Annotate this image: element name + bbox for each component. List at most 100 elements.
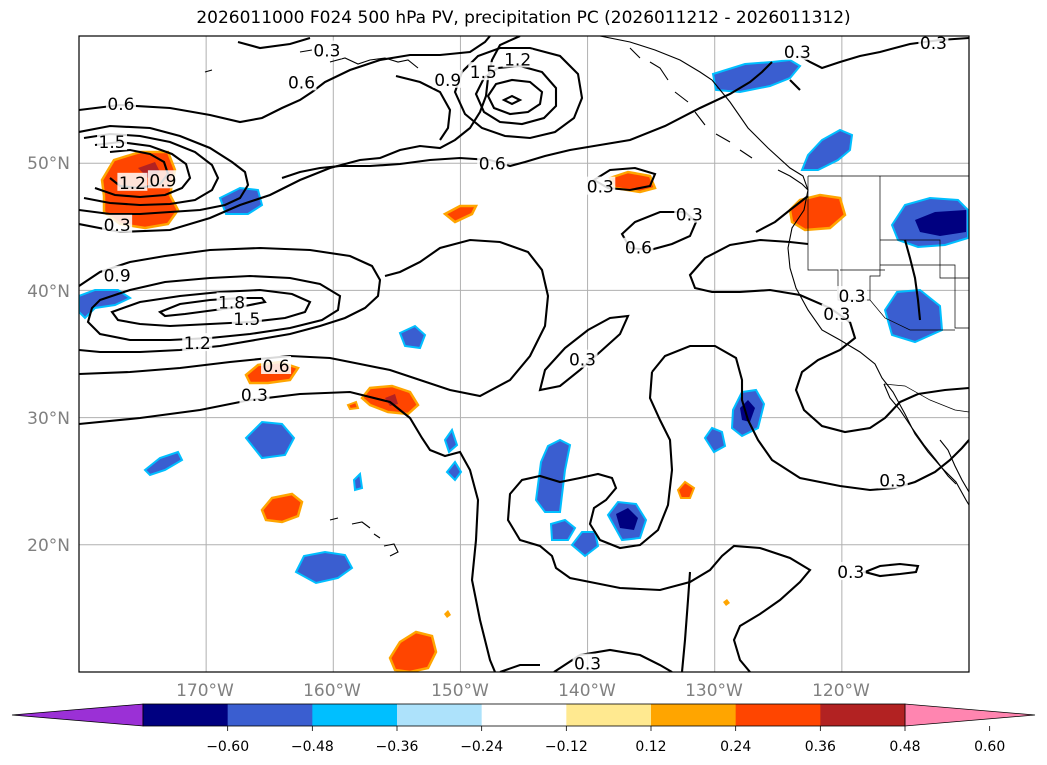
contour-label-background: [261, 355, 292, 374]
contour-label: 0.6: [288, 73, 315, 93]
lon-label: 170°W: [176, 681, 234, 701]
pv-contour: [501, 94, 523, 106]
pv-contour: [86, 274, 342, 342]
precip-area: [346, 400, 360, 411]
pv-contour: [395, 74, 452, 141]
precip-area: [616, 508, 638, 530]
contour-label: 1.2: [119, 174, 146, 194]
colorbar-cell: [312, 704, 398, 726]
lon-label: 160°W: [303, 681, 361, 701]
precip-area: [294, 550, 354, 585]
alaska-panhandle-islands: [629, 47, 753, 159]
contour-label: 0.3: [241, 386, 268, 406]
vancouver-island: [777, 169, 809, 191]
mexico-coast: [939, 439, 969, 493]
contour-label-background: [623, 237, 654, 256]
lon-label: 130°W: [685, 681, 743, 701]
precip-area: [549, 518, 577, 541]
colorbar-cell: [651, 704, 737, 726]
map-plot-area: 0.61.51.2 0.90.30.9 1.51.20.60.30.60.30.91…: [79, 34, 969, 672]
contour-label: 0.6: [625, 239, 652, 259]
contour-label: 0.3: [569, 351, 596, 371]
contour-label: 1.2: [184, 334, 211, 354]
contour-label-background: [147, 170, 178, 189]
contour-label-background: [117, 172, 148, 191]
lat-label: 50°N: [27, 154, 70, 174]
precip-area: [800, 128, 854, 171]
contour-label-background: [239, 385, 270, 404]
contour-label-background: [182, 333, 213, 352]
contour-label: 0.3: [823, 305, 850, 325]
contour-label: 0.6: [107, 95, 134, 115]
colorbar-tick-label: −0.60: [206, 739, 249, 755]
precip-area: [352, 471, 364, 492]
contour-label: 0.3: [879, 471, 906, 491]
north-america-west-coast: [599, 36, 969, 506]
contour-label: 0.6: [479, 155, 506, 175]
contour-label-background: [477, 153, 508, 172]
precip-area: [444, 610, 451, 618]
precip-area: [79, 289, 133, 320]
contour-label: 0.6: [263, 357, 290, 377]
contour-label: 0.9: [434, 71, 461, 91]
coastlines: [204, 36, 969, 557]
lat-label: 30°N: [27, 409, 70, 429]
colorbar-cell: [820, 704, 906, 726]
contour-label: 1.2: [504, 50, 531, 70]
contour-label-background: [216, 292, 247, 311]
colorbar-cell: [143, 704, 229, 726]
contour-label-background: [674, 204, 705, 223]
contour-label-background: [572, 653, 603, 672]
pv-contour: [157, 296, 267, 318]
latitude-labels: 50°N 40°N 30°N 20°N: [27, 154, 70, 556]
precip-area: [388, 630, 438, 672]
colorbar-tick-label: −0.12: [545, 739, 588, 755]
pv-contour: [79, 124, 250, 216]
colorbar-extend-arrow: [904, 703, 1036, 727]
precip-area: [676, 480, 696, 499]
contour-label: 0.3: [920, 34, 947, 54]
precip-area: [218, 186, 264, 215]
colorbar-cell: [566, 704, 652, 726]
pv-contour: [499, 663, 540, 672]
contour-label-background: [877, 470, 908, 489]
contour-label: 0.3: [784, 43, 811, 63]
precip-area: [260, 492, 304, 524]
pv-contour: [79, 36, 491, 124]
pv-contour: [688, 238, 969, 434]
colorbar-cells: [11, 703, 1036, 727]
contour-label-background: [102, 265, 133, 284]
map-title: 2026011000 F024 500 hPa PV, precipitatio…: [196, 8, 851, 28]
lat-label: 20°N: [27, 536, 70, 556]
contour-label-background: [432, 69, 463, 88]
precip-area: [883, 288, 944, 344]
pv-contour: [789, 79, 801, 91]
precip-area: [534, 438, 572, 513]
precip-area: [915, 210, 966, 236]
lat-label: 40°N: [27, 282, 70, 302]
pv-contour: [110, 288, 312, 328]
pv-contour: [651, 344, 969, 492]
contour-label: 0.3: [104, 216, 131, 236]
precip-area: [723, 599, 730, 606]
contour-label: 0.3: [839, 287, 866, 307]
contour-label-background: [835, 562, 866, 581]
pv-contour: [506, 371, 812, 672]
longitude-labels: 170°W 160°W 150°W 140°W 130°W 120°W: [176, 681, 870, 701]
pv-contour: [453, 46, 584, 140]
colorbar-cell: [481, 704, 567, 726]
pv-contour: [680, 571, 692, 672]
precip-area: [244, 420, 296, 460]
contour-label-background: [105, 93, 136, 112]
precip-negative-areas: [79, 58, 969, 585]
pv-contour: [237, 36, 311, 50]
contour-label: 0.3: [837, 563, 864, 583]
colorbar-tick-label: 0.48: [889, 739, 920, 755]
precip-area: [703, 426, 727, 454]
colorbar-cell: [735, 704, 821, 726]
pv-contour: [79, 36, 521, 234]
pv-contour: [94, 140, 192, 199]
pv-contour: [755, 195, 809, 233]
colorbar-frame: [142, 703, 906, 727]
